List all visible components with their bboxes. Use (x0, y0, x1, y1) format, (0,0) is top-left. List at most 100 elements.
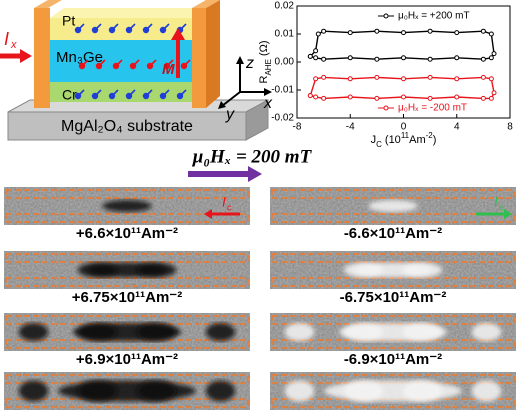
panel-label: +6.9×10¹¹Am⁻² (76, 351, 178, 368)
current-subscript: x (10, 39, 17, 51)
spin-arrow (145, 89, 153, 97)
chart: -0.02 -0.01 0.00 0.01 0.02 -8 -4 0 4 8 JC (1011Am-… (258, 1, 513, 149)
plot-frame (296, 5, 511, 119)
data-point (454, 30, 460, 36)
panel-label: -6.9×10¹¹Am⁻² (344, 351, 442, 368)
layer-label: Pt (62, 13, 75, 29)
current-arrowhead (504, 209, 512, 219)
axes-gizmo (221, 62, 266, 107)
domain (205, 380, 236, 402)
y-axis-label-part: R (258, 76, 270, 84)
data-point (480, 74, 486, 80)
domain (205, 323, 236, 341)
domain (77, 323, 118, 341)
panel-label: +6.6×10¹¹Am⁻² (76, 225, 178, 242)
x-tick-label: -8 (293, 122, 302, 133)
data-point (480, 56, 486, 62)
domain (402, 262, 443, 278)
data-point (401, 55, 406, 61)
data-point (321, 28, 327, 34)
data-point (427, 28, 433, 34)
magnetization-label: M (162, 61, 175, 78)
x-tick-label: 4 (454, 122, 460, 133)
data-point (480, 28, 486, 34)
data-point (374, 28, 380, 34)
current-label: I (4, 29, 9, 49)
series-line (309, 30, 495, 60)
layer-label: Cr (62, 87, 77, 103)
data-point (315, 31, 321, 37)
legend-marker (383, 13, 389, 19)
axis-y: y (225, 106, 235, 123)
schematic: MgAl₂O₄ substrate Pt Mn₃Ge Cr M I x z x … (0, 0, 273, 141)
axis-x: x (263, 95, 273, 112)
domain (368, 200, 418, 212)
data-point (488, 95, 494, 101)
y-axis-label-part: (Ω) (258, 40, 270, 59)
y-axis-label: RAHE (Ω) (258, 40, 273, 83)
data-point (480, 95, 486, 101)
data-point (427, 74, 433, 80)
current-label: I (222, 194, 226, 210)
domain (402, 323, 443, 341)
spin-arrow (111, 23, 119, 31)
domain (284, 380, 315, 402)
y-tick-label: 0.02 (275, 1, 295, 12)
current-subscript: c (227, 202, 232, 212)
domain (77, 262, 118, 278)
spin-arrow (77, 89, 85, 97)
spin-arrow (132, 59, 140, 67)
field-indicator: μ₀Hₓ = 200 mT (188, 146, 313, 182)
x-axis-label-part: 11 (401, 131, 410, 140)
domain (343, 380, 384, 402)
data-point (427, 56, 433, 62)
electrode-outline (5, 277, 249, 287)
spin-arrow (111, 89, 119, 97)
y-tick-label: 0.00 (275, 57, 295, 68)
domain (77, 380, 118, 402)
domain (18, 323, 49, 341)
field-label: μ₀Hₓ = 200 mT (192, 146, 313, 167)
data-point (321, 56, 327, 62)
x-axis-label-part: C (376, 140, 382, 149)
y-axis-label-part: AHE (264, 59, 273, 75)
data-point (313, 76, 319, 82)
data-point (427, 95, 433, 101)
data-point (313, 55, 319, 61)
data-point (491, 90, 497, 96)
domain (136, 323, 177, 341)
y-tick-label: -0.01 (271, 85, 294, 96)
x-tick-label: -4 (346, 122, 355, 133)
x-axis-label-part: -2 (426, 131, 434, 140)
spin-arrow (115, 59, 123, 67)
x-axis-label-part: ) (433, 134, 437, 146)
data-point (347, 55, 353, 61)
domain (18, 380, 49, 402)
electrode-outline (5, 253, 249, 263)
domain (284, 323, 315, 341)
x-tick-label: 8 (507, 122, 513, 133)
data-point (347, 30, 353, 36)
electrode-outline (5, 189, 249, 199)
data-point (454, 55, 460, 61)
x-axis-label-part: Am (409, 134, 426, 146)
spin-arrow (81, 59, 89, 67)
electrode-outline (271, 213, 515, 223)
current-arrowhead (204, 209, 212, 219)
domain (402, 380, 443, 402)
x-tick-label: 0 (401, 122, 407, 133)
spin-arrow (98, 59, 106, 67)
data-point (454, 94, 460, 100)
data-point (401, 30, 406, 36)
current-label: I (494, 194, 498, 210)
spin-arrow (179, 23, 187, 31)
data-point (401, 94, 406, 100)
data-point (321, 74, 327, 80)
electrode-outline (271, 253, 515, 263)
data-point (347, 76, 353, 82)
data-point (491, 51, 497, 57)
electrode-outline (271, 189, 515, 199)
panel-label: +6.75×10¹¹Am⁻² (72, 289, 182, 306)
spin-arrow (179, 89, 187, 97)
